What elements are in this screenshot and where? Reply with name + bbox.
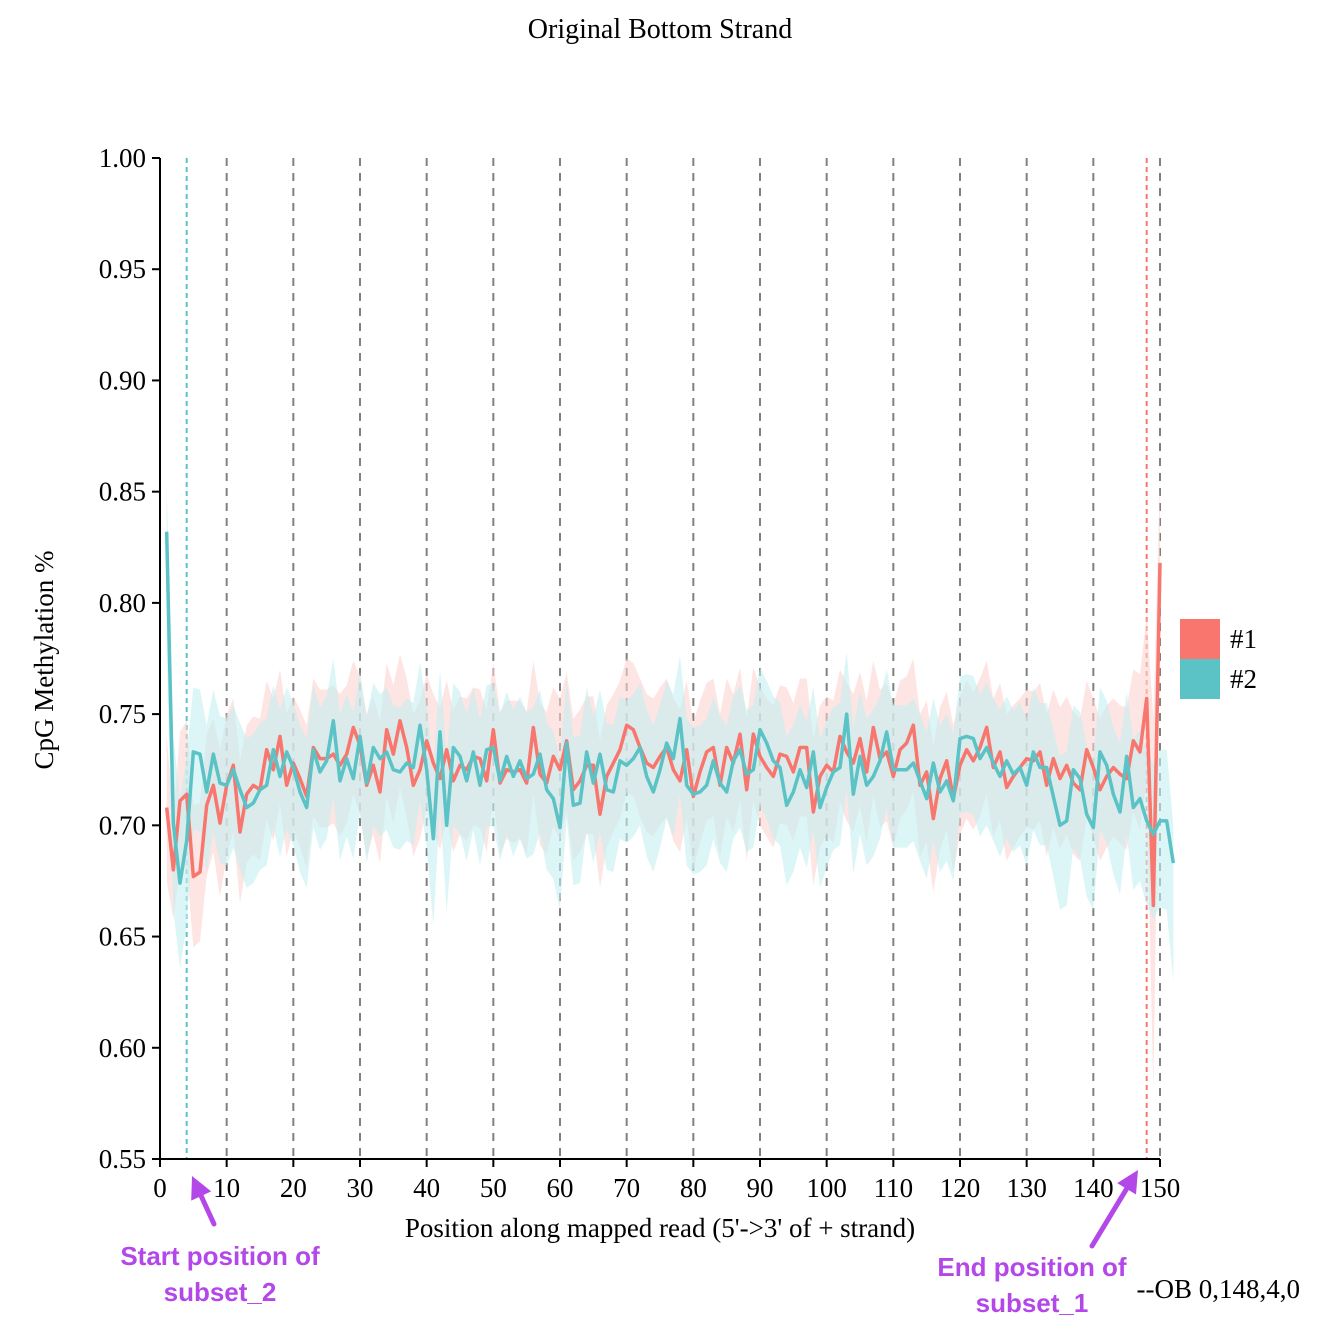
x-tick-label: 140 bbox=[1073, 1173, 1114, 1203]
x-tick-label: 110 bbox=[874, 1173, 914, 1203]
axes: 0.55 0.60 0.65 0.70 0.75 0.80 0.85 0.90 0.95 1.00… bbox=[99, 143, 1181, 1203]
x-tick-label: 80 bbox=[680, 1173, 707, 1203]
y-tick-label: 0.90 bbox=[99, 365, 146, 395]
x-axis-label: Position along mapped read (5'->3' of + … bbox=[405, 1213, 915, 1243]
subset-markers bbox=[185, 158, 1148, 1159]
x-tick-label: 60 bbox=[547, 1173, 574, 1203]
x-tick-label: 20 bbox=[280, 1173, 307, 1203]
y-tick-label: 0.60 bbox=[99, 1033, 146, 1063]
series-2-confidence-band bbox=[166, 484, 1174, 982]
annotations: Start position of subset_2 End position of… bbox=[120, 1170, 1138, 1318]
legend: #1#2 bbox=[1180, 619, 1257, 699]
x-tick-label: 0 bbox=[153, 1173, 167, 1203]
x-tick-label: 30 bbox=[347, 1173, 374, 1203]
x-tick-label: 130 bbox=[1006, 1173, 1047, 1203]
annotation-arrow-head-2 bbox=[1117, 1170, 1138, 1195]
series-2-line bbox=[164, 531, 1176, 885]
y-axis-label: CpG Methylation % bbox=[29, 551, 59, 770]
annotation-text-1-line-2: subset_2 bbox=[164, 1277, 277, 1307]
y-tick-label: 0.75 bbox=[99, 699, 146, 729]
footer-text: --OB 0,148,4,0 bbox=[1137, 1274, 1301, 1304]
y-tick-label: 0.55 bbox=[99, 1144, 146, 1174]
annotation-text-1-line-1: Start position of bbox=[120, 1241, 320, 1271]
x-tick-label: 50 bbox=[480, 1173, 507, 1203]
y-tick-label: 0.80 bbox=[99, 588, 146, 618]
x-tick-label: 70 bbox=[613, 1173, 640, 1203]
x-tick-label: 150 bbox=[1140, 1173, 1181, 1203]
legend-label-1: #1 bbox=[1230, 624, 1257, 654]
annotation-text-2-line-1: End position of bbox=[937, 1252, 1127, 1282]
confidence-bands bbox=[166, 478, 1174, 1093]
series-lines bbox=[164, 531, 1176, 908]
x-tick-label: 40 bbox=[413, 1173, 440, 1203]
y-tick-label: 0.95 bbox=[99, 254, 146, 284]
x-tick-label: 10 bbox=[213, 1173, 240, 1203]
y-tick-label: 0.85 bbox=[99, 477, 146, 507]
legend-swatch-1 bbox=[1180, 619, 1220, 659]
x-tick-label: 100 bbox=[806, 1173, 847, 1203]
annotation-arrow-shaft-2 bbox=[1089, 1186, 1130, 1249]
x-tick-label: 90 bbox=[747, 1173, 774, 1203]
annotation-text-2-line-2: subset_1 bbox=[976, 1288, 1089, 1318]
legend-label-2: #2 bbox=[1230, 664, 1257, 694]
y-tick-label: 1.00 bbox=[99, 143, 146, 173]
y-tick-label: 0.65 bbox=[99, 922, 146, 952]
legend-swatch-2 bbox=[1180, 659, 1220, 699]
chart-title: Original Bottom Strand bbox=[528, 14, 792, 45]
vertical-gridlines bbox=[225, 158, 1161, 1159]
annotation-arrow-shaft-1 bbox=[198, 1193, 217, 1227]
annotation-arrow-head-1 bbox=[191, 1176, 212, 1201]
x-tick-label: 120 bbox=[940, 1173, 981, 1203]
y-tick-label: 0.70 bbox=[99, 810, 146, 840]
